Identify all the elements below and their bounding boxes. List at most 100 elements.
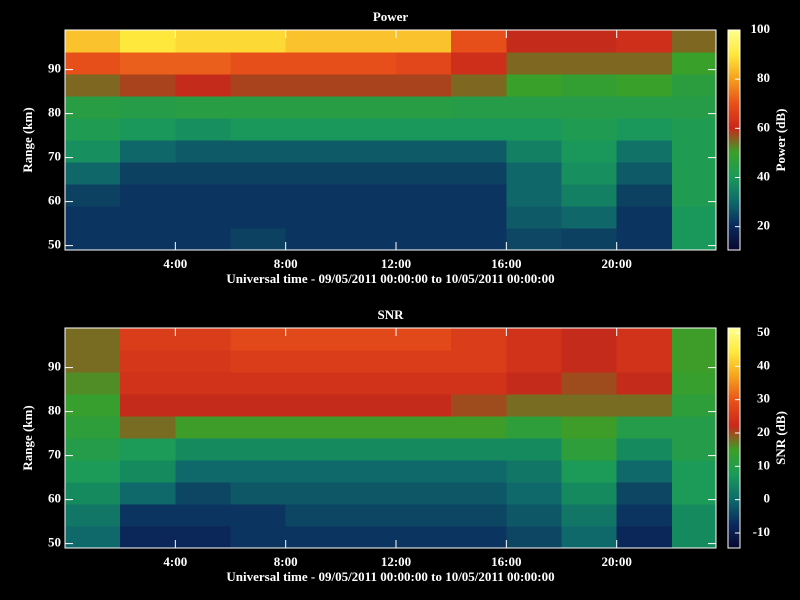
heatmap-cell — [340, 460, 397, 483]
heatmap-cell — [396, 504, 452, 527]
heatmap-cell — [285, 504, 342, 527]
heatmap-cell — [285, 74, 342, 97]
heatmap-cell — [616, 328, 673, 351]
heatmap-cell — [175, 162, 232, 185]
heatmap-cell — [340, 162, 397, 185]
x-tick-label: 8:00 — [274, 256, 298, 271]
heatmap-cell — [396, 438, 452, 461]
heatmap-cell — [561, 96, 618, 119]
heatmap-cell — [396, 118, 452, 141]
heatmap-cell — [65, 228, 121, 251]
heatmap-cell — [230, 372, 287, 395]
heatmap-cell — [340, 30, 397, 53]
heatmap-cell — [230, 416, 287, 439]
heatmap-cell — [671, 74, 717, 97]
heatmap-cell — [671, 162, 717, 185]
heatmap-cell — [396, 30, 452, 53]
heatmap-cell — [561, 394, 618, 417]
heatmap-cell — [561, 74, 618, 97]
heatmap-cell — [506, 394, 563, 417]
heatmap-cell — [451, 184, 507, 207]
heatmap-cell — [396, 162, 452, 185]
heatmap-cell — [120, 460, 176, 483]
heatmap-cell — [451, 96, 507, 119]
heatmap-cell — [285, 206, 342, 229]
heatmap-cell — [120, 438, 176, 461]
heatmap-cell — [175, 52, 232, 75]
heatmap-cell — [616, 460, 673, 483]
heatmap-cell — [340, 482, 397, 505]
heatmap-cell — [616, 372, 673, 395]
heatmap-cell — [120, 394, 176, 417]
heatmap-cell — [506, 328, 563, 351]
heatmap-cell — [671, 394, 717, 417]
heatmap-cell — [451, 350, 507, 373]
heatmap-cell — [506, 140, 563, 163]
colorbar-label: SNR (dB) — [773, 411, 788, 465]
heatmap-cell — [616, 184, 673, 207]
heatmap-cell — [175, 526, 232, 549]
heatmap-cell — [506, 416, 563, 439]
heatmap-cell — [230, 30, 287, 53]
heatmap-cell — [120, 96, 176, 119]
heatmap-cell — [230, 504, 287, 527]
colorbar-tick-label: 40 — [757, 168, 770, 183]
heatmap-cell — [65, 394, 121, 417]
y-tick-label: 90 — [48, 359, 61, 374]
y-tick-label: 80 — [48, 105, 61, 120]
heatmap-cell — [175, 460, 232, 483]
heatmap-cell — [175, 228, 232, 251]
heatmap-cell — [561, 372, 618, 395]
heatmap-cell — [340, 140, 397, 163]
colorbar-tick-label: 30 — [757, 391, 770, 406]
heatmap-cell — [285, 416, 342, 439]
heatmap-cell — [175, 184, 232, 207]
heatmap-cell — [396, 372, 452, 395]
heatmap-cell — [396, 394, 452, 417]
y-tick-label: 80 — [48, 403, 61, 418]
heatmap-cell — [285, 96, 342, 119]
y-tick-label: 60 — [48, 193, 61, 208]
heatmap-cell — [65, 30, 121, 53]
heatmap-cell — [671, 184, 717, 207]
heatmap-cell — [506, 118, 563, 141]
heatmap-cell — [671, 416, 717, 439]
heatmap-cell — [451, 30, 507, 53]
heatmap-cell — [175, 96, 232, 119]
heatmap-cell — [561, 328, 618, 351]
heatmap-cell — [285, 438, 342, 461]
heatmap-cell — [561, 184, 618, 207]
heatmap-cell — [396, 416, 452, 439]
heatmap-cell — [561, 526, 618, 549]
heatmap-cell — [451, 228, 507, 251]
heatmap-cell — [120, 482, 176, 505]
heatmap-cell — [120, 228, 176, 251]
heatmap-cell — [506, 206, 563, 229]
heatmap-cell — [230, 350, 287, 373]
heatmap-cell — [561, 228, 618, 251]
heatmap-cell — [616, 30, 673, 53]
heatmap-cell — [340, 96, 397, 119]
heatmap-cell — [230, 460, 287, 483]
heatmap-cell — [285, 350, 342, 373]
heatmap-cell — [175, 30, 232, 53]
heatmap-cell — [616, 74, 673, 97]
heatmap-cell — [285, 328, 342, 351]
heatmap-cell — [671, 504, 717, 527]
heatmap-cell — [506, 482, 563, 505]
heatmap-cell — [230, 52, 287, 75]
heatmap-cell — [671, 350, 717, 373]
plot-frame — [64, 327, 717, 549]
heatmap-cell — [506, 504, 563, 527]
heatmap-cell — [285, 394, 342, 417]
x-tick-label: 16:00 — [491, 256, 521, 271]
heatmap-cell — [396, 96, 452, 119]
heatmap-cell — [451, 438, 507, 461]
heatmap-cell — [396, 526, 452, 549]
heatmap-cell — [561, 30, 618, 53]
heatmap-cell — [230, 96, 287, 119]
heatmap-cell — [506, 162, 563, 185]
heatmap-cell — [230, 74, 287, 97]
heatmap-cell — [65, 162, 121, 185]
